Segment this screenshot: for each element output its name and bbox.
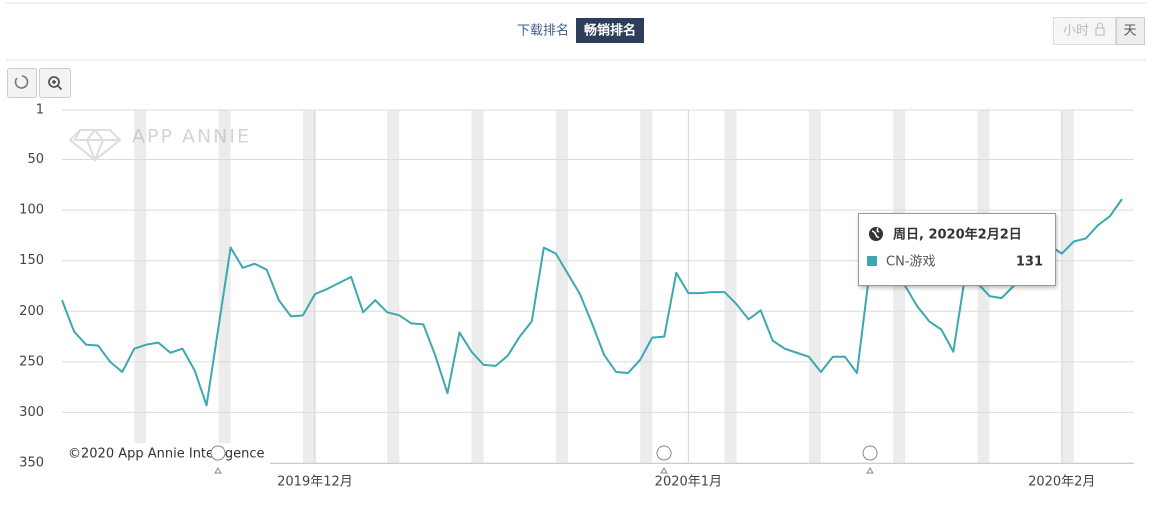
lock-shackle [1097, 22, 1103, 28]
tooltip-swatch [867, 256, 877, 266]
zoom-handle [52, 80, 63, 91]
weekend-band [724, 110, 737, 463]
tooltip-series: CN-游戏 [886, 255, 936, 270]
weekend-band [387, 110, 400, 463]
tab-active-bg[interactable] [576, 18, 644, 43]
y-tick-label: 300 [19, 405, 44, 420]
tab[interactable]: 下载排名 [517, 23, 569, 39]
y-tick-label: 250 [19, 354, 44, 369]
weekend-band [640, 110, 653, 463]
series-line [61, 198, 1123, 407]
x-tick-label: 2019年12月 [277, 475, 353, 490]
event-markers[interactable] [210, 445, 878, 474]
y-tick-label: 150 [19, 253, 44, 268]
tooltip-box [858, 213, 1056, 286]
watermark: APP ANNIE [68, 126, 251, 163]
zoom-button[interactable] [39, 68, 71, 98]
y-tick-label: 350 [19, 456, 44, 471]
hour-button[interactable] [1053, 17, 1116, 45]
weekend-band [977, 110, 990, 463]
day-label[interactable]: 天 [1123, 24, 1136, 39]
globe-lines [871, 227, 880, 238]
weekend-band [555, 110, 568, 463]
watermark-text: APP ANNIE [132, 126, 251, 148]
weekend-band [893, 110, 906, 463]
day-button[interactable] [1116, 17, 1145, 45]
hour-label[interactable]: 小时 [1063, 24, 1089, 39]
weekend-band [134, 110, 147, 463]
weekend-band [302, 110, 315, 463]
y-tick-label: 50 [27, 152, 44, 167]
x-tick-label: 2020年1月 [655, 475, 722, 490]
tooltip: 周日, 2020年2月2日 CN-游戏 131 [858, 213, 1056, 286]
reset-button[interactable] [7, 68, 37, 98]
weekend-band [1061, 110, 1074, 463]
tooltip-title: 周日, 2020年2月2日 [893, 227, 1022, 243]
zoom-icon [48, 76, 60, 88]
lock-icon [1095, 27, 1105, 36]
y-tick-label: 1 [36, 103, 44, 118]
x-tick-label: 2020年2月 [1028, 475, 1095, 490]
copyright: ©2020 App Annie Intelligence [68, 447, 265, 462]
weekend-band [471, 110, 484, 463]
y-tick-label: 100 [19, 203, 44, 218]
tooltip-value: 131 [1016, 255, 1043, 270]
y-tick-label: 200 [19, 304, 44, 319]
tab-active[interactable]: 畅销排名 [584, 23, 636, 39]
reset-icon [14, 75, 29, 89]
weekend-band [808, 110, 821, 463]
